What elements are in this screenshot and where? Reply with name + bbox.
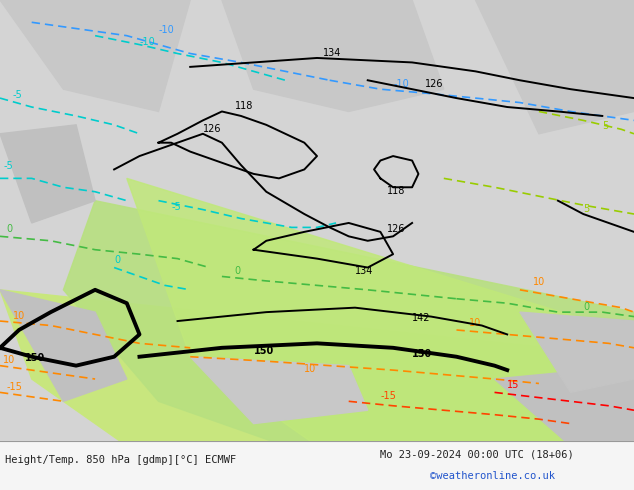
Text: 10: 10	[3, 355, 15, 366]
Text: -15: -15	[6, 382, 22, 392]
Text: 0: 0	[583, 302, 590, 312]
Text: 0: 0	[114, 255, 120, 265]
Text: 5: 5	[583, 204, 590, 214]
Text: 118: 118	[387, 186, 405, 196]
Text: -10: -10	[139, 37, 155, 47]
Text: -5: -5	[3, 161, 13, 172]
Text: 150: 150	[254, 346, 274, 357]
Text: 142: 142	[412, 313, 430, 323]
Text: 126: 126	[425, 79, 443, 89]
Text: ©weatheronline.co.uk: ©weatheronline.co.uk	[430, 471, 555, 481]
Polygon shape	[190, 357, 368, 423]
Text: 134: 134	[355, 266, 373, 276]
Text: 0: 0	[235, 266, 241, 276]
Text: -5: -5	[13, 90, 22, 100]
Polygon shape	[63, 201, 634, 446]
Polygon shape	[0, 290, 634, 446]
Text: Mo 23-09-2024 00:00 UTC (18+06): Mo 23-09-2024 00:00 UTC (18+06)	[380, 449, 574, 459]
Text: 134: 134	[323, 48, 342, 58]
Polygon shape	[127, 178, 634, 446]
Text: -15: -15	[380, 391, 396, 401]
Text: 150: 150	[25, 353, 46, 363]
Text: 118: 118	[235, 101, 253, 111]
Polygon shape	[0, 290, 127, 401]
Polygon shape	[495, 366, 634, 446]
Polygon shape	[476, 0, 634, 134]
Polygon shape	[222, 0, 444, 112]
Text: 10: 10	[304, 365, 316, 374]
Text: 126: 126	[387, 224, 405, 234]
Text: 0: 0	[6, 224, 13, 234]
Text: -10: -10	[393, 79, 409, 89]
Text: 5: 5	[602, 122, 609, 131]
Text: 126: 126	[203, 123, 221, 134]
Polygon shape	[520, 312, 634, 392]
Text: 15: 15	[507, 380, 520, 390]
Text: -10: -10	[158, 25, 174, 35]
Text: 10: 10	[13, 311, 25, 321]
Polygon shape	[0, 125, 95, 223]
Text: Height/Temp. 850 hPa [gdmp][°C] ECMWF: Height/Temp. 850 hPa [gdmp][°C] ECMWF	[5, 455, 236, 465]
Text: -5: -5	[171, 201, 181, 212]
Text: 10: 10	[469, 318, 481, 327]
Text: 10: 10	[533, 277, 545, 287]
Text: 150: 150	[412, 349, 432, 359]
Polygon shape	[0, 0, 190, 112]
